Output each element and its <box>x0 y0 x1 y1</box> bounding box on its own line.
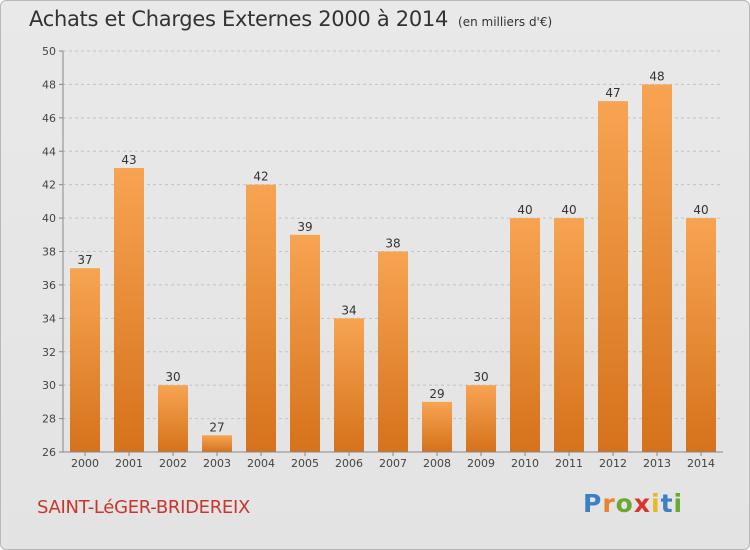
bar-value-label: 42 <box>253 170 268 184</box>
bar-value-label: 39 <box>297 220 312 234</box>
x-tick-label: 2011 <box>555 457 583 470</box>
chart-title-text: Achats et Charges Externes 2000 à 2014 <box>29 7 449 31</box>
bar-2006 <box>334 318 364 452</box>
x-tick-label: 2009 <box>467 457 495 470</box>
bar-2009 <box>466 385 496 452</box>
y-tick-label: 50 <box>42 45 56 58</box>
bar-value-label: 40 <box>517 203 532 217</box>
bar-value-label: 30 <box>165 370 180 384</box>
bar-2005 <box>290 234 320 452</box>
bar-value-label: 38 <box>385 237 400 251</box>
y-tick-label: 30 <box>42 379 56 392</box>
y-tick-label: 40 <box>42 212 56 225</box>
x-tick-label: 2013 <box>643 457 671 470</box>
bar-2000 <box>70 268 100 452</box>
bar-2012 <box>598 101 628 452</box>
bar-value-label: 47 <box>605 86 620 100</box>
logo-letter: x <box>633 489 651 518</box>
proxiti-logo: Proxiti <box>583 489 683 518</box>
x-tick-label: 2003 <box>203 457 231 470</box>
x-tick-label: 2008 <box>423 457 451 470</box>
y-tick-label: 32 <box>42 346 56 359</box>
y-tick-label: 36 <box>42 279 56 292</box>
x-tick-label: 2005 <box>291 457 319 470</box>
y-tick-label: 26 <box>42 446 56 459</box>
bar-2014 <box>686 218 716 452</box>
y-tick-label: 48 <box>42 78 56 91</box>
bar-value-label: 43 <box>121 153 136 167</box>
bar-value-label: 29 <box>429 387 444 401</box>
logo-letter: P <box>583 489 603 518</box>
x-tick-label: 2000 <box>71 457 99 470</box>
y-tick-label: 44 <box>42 145 56 158</box>
y-tick-label: 38 <box>42 246 56 259</box>
bar-2003 <box>202 435 232 452</box>
bar-2004 <box>246 184 276 452</box>
bar-value-label: 40 <box>561 203 576 217</box>
x-tick-label: 2001 <box>115 457 143 470</box>
x-tick-label: 2006 <box>335 457 363 470</box>
y-tick-label: 34 <box>42 312 56 325</box>
bar-2008 <box>422 401 452 452</box>
bar-2001 <box>114 167 144 453</box>
bar-value-label: 48 <box>649 69 664 83</box>
bar-value-label: 40 <box>693 203 708 217</box>
x-tick-label: 2010 <box>511 457 539 470</box>
bar-value-label: 34 <box>341 303 356 317</box>
axis-layer: 26 28 30 32 34 36 38 40 42 44 46 48 50 2000 2001 2002 20… <box>42 45 723 470</box>
x-tick-label: 2007 <box>379 457 407 470</box>
chart-unit: (en milliers d'€) <box>458 15 553 29</box>
logo-letter: t <box>660 489 674 518</box>
place-name: SAINT-LéGER-BRIDEREIX <box>37 497 251 518</box>
x-tick-label: 2002 <box>159 457 187 470</box>
x-tick-label: 2014 <box>687 457 715 470</box>
logo-letter: i <box>673 489 684 518</box>
y-tick-label: 28 <box>42 413 56 426</box>
y-tick-label: 46 <box>42 112 56 125</box>
logo-letter: i <box>651 489 661 518</box>
bar-value-label: 27 <box>209 420 224 434</box>
bar-2002 <box>158 385 188 452</box>
bar-2007 <box>378 251 408 452</box>
x-tick-label: 2012 <box>599 457 627 470</box>
bars-layer: 37 43 30 27 42 39 34 38 29 30 40 40 47 48 40 <box>70 69 716 453</box>
bar-2010 <box>510 218 540 452</box>
chart-title: Achats et Charges Externes 2000 à 2014 (e… <box>29 7 552 31</box>
x-tick-label: 2004 <box>247 457 275 470</box>
bar-value-label: 30 <box>473 370 488 384</box>
bar-2011 <box>554 218 584 452</box>
y-tick-label: 42 <box>42 179 56 192</box>
logo-letter: r <box>602 489 616 518</box>
bar-2013 <box>642 84 672 453</box>
logo-letter: o <box>615 489 634 518</box>
bar-value-label: 37 <box>77 253 92 267</box>
